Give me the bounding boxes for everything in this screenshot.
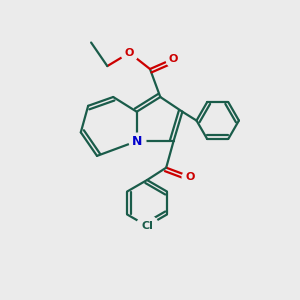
Text: O: O (125, 48, 134, 58)
Text: O: O (185, 172, 194, 182)
Text: N: N (132, 135, 142, 148)
Text: O: O (169, 54, 178, 64)
Text: Cl: Cl (141, 221, 153, 231)
